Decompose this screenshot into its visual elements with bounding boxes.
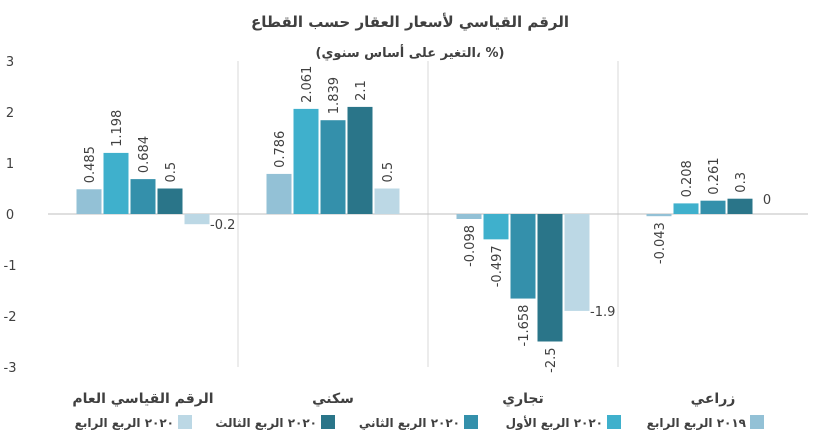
data-label: 0.5 bbox=[164, 162, 179, 183]
y-tick-label: -3 bbox=[4, 361, 17, 376]
data-label: -2.5 bbox=[544, 348, 559, 373]
bar bbox=[157, 188, 183, 214]
y-axis: -3 -2 -1 0 1 2 3 bbox=[4, 55, 17, 376]
bar bbox=[564, 214, 590, 311]
bar bbox=[646, 214, 672, 217]
legend-swatch bbox=[607, 415, 621, 429]
legend-swatch bbox=[750, 415, 764, 429]
bar bbox=[374, 188, 400, 214]
legend-label: ٢٠٢٠ الربع الرابع bbox=[75, 416, 174, 430]
bar bbox=[727, 198, 753, 214]
data-label: 0 bbox=[763, 193, 771, 208]
data-label: -0.043 bbox=[653, 222, 668, 264]
data-label: -1.9 bbox=[590, 305, 615, 320]
bar bbox=[456, 214, 482, 219]
bar bbox=[293, 108, 319, 214]
data-label: 0.261 bbox=[707, 157, 722, 194]
data-label: 0.5 bbox=[381, 162, 396, 183]
bar bbox=[184, 214, 210, 225]
data-label: -0.098 bbox=[463, 225, 478, 267]
bar bbox=[76, 189, 102, 214]
bar bbox=[320, 120, 346, 214]
data-labels: 0.485 1.198 0.684 0.5 -0.2 0.786 2.061 1.839 2.1… bbox=[83, 66, 771, 373]
category-label: سكني bbox=[312, 391, 354, 407]
y-tick-label: 0 bbox=[6, 208, 14, 223]
data-label: 2.1 bbox=[354, 80, 369, 101]
category-label: تجاري bbox=[502, 391, 544, 408]
category-labels: الرقم القياسي العام سكني تجاري زراعي bbox=[72, 391, 735, 408]
category-label: الرقم القياسي العام bbox=[72, 391, 213, 407]
data-label: 0.485 bbox=[83, 146, 98, 183]
data-label: 2.061 bbox=[300, 66, 315, 103]
data-label: 0.786 bbox=[273, 131, 288, 168]
chart-subtitle: (التغير على أساس سنوي، %) bbox=[316, 44, 505, 61]
bar bbox=[537, 214, 563, 342]
data-label: 0.208 bbox=[680, 160, 695, 197]
chart-title: الرقم القياسي لأسعار العقار حسب القطاع bbox=[251, 13, 569, 31]
category-label: زراعي bbox=[691, 391, 736, 407]
y-tick-label: -2 bbox=[4, 310, 17, 325]
data-label: -0.2 bbox=[210, 218, 235, 233]
legend-swatch bbox=[178, 415, 192, 429]
bar bbox=[510, 214, 536, 299]
legend: ٢٠١٩ الربع الرابع ٢٠٢٠ الربع الأول ٢٠٢٠ ال… bbox=[75, 415, 764, 431]
bar bbox=[483, 214, 509, 240]
y-tick-label: 1 bbox=[6, 157, 14, 172]
data-label: 1.839 bbox=[327, 77, 342, 114]
bar bbox=[673, 203, 699, 214]
legend-label: ٢٠١٩ الربع الرابع bbox=[647, 416, 747, 430]
bar bbox=[700, 200, 726, 214]
bar bbox=[266, 173, 292, 214]
bars-layer bbox=[76, 106, 753, 342]
bar bbox=[130, 179, 156, 214]
data-label: 0.3 bbox=[734, 172, 749, 193]
legend-swatch bbox=[464, 415, 478, 429]
data-label: 0.684 bbox=[137, 136, 152, 173]
y-tick-label: 2 bbox=[6, 106, 14, 121]
data-label: -0.497 bbox=[490, 245, 505, 287]
y-tick-label: -1 bbox=[4, 259, 17, 274]
y-tick-label: 3 bbox=[6, 55, 14, 70]
legend-swatch bbox=[321, 415, 335, 429]
legend-label: ٢٠٢٠ الربع الأول bbox=[506, 415, 603, 431]
bar bbox=[347, 106, 373, 214]
legend-label: ٢٠٢٠ الربع الثالث bbox=[215, 416, 317, 430]
data-label: -1.658 bbox=[517, 305, 532, 347]
legend-label: ٢٠٢٠ الربع الثاني bbox=[359, 416, 460, 430]
data-label: 1.198 bbox=[110, 110, 125, 147]
bar bbox=[103, 152, 129, 214]
